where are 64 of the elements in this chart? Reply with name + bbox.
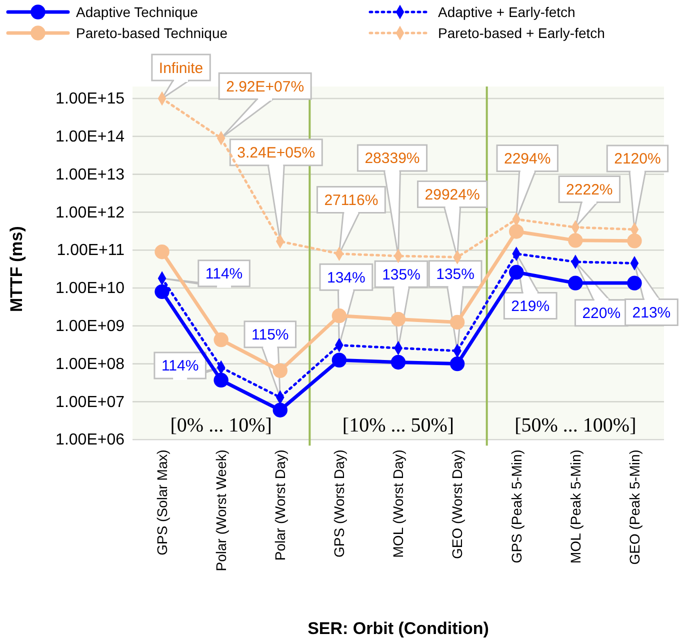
x-tick-label: GEO (Peak 5-Min) <box>626 450 642 565</box>
y-axis-title: MTTF (ms) <box>7 226 26 312</box>
band-label: [10% ... 50%] <box>342 414 454 437</box>
annotation: 2222% <box>566 182 613 199</box>
point <box>450 356 465 372</box>
annotation: 27116% <box>324 192 378 210</box>
point <box>272 402 288 418</box>
y-tick-label: 1.00E+11 <box>56 242 125 260</box>
y-tick-label: 1.00E+13 <box>56 166 125 184</box>
point <box>332 352 347 368</box>
annotation: 3.24E+05% <box>237 144 316 162</box>
y-tick-label: 1.00E+14 <box>56 128 125 146</box>
point <box>154 244 170 260</box>
annotation: 2294% <box>504 150 551 168</box>
point <box>272 363 288 378</box>
x-tick-label: MOL (Worst Day) <box>390 450 406 558</box>
annotation: Infinite <box>158 60 204 77</box>
y-tick-label: 1.00E+15 <box>56 90 125 108</box>
y-tick-label: 1.00E+07 <box>56 394 125 411</box>
legend-label: Adaptive Technique <box>76 4 198 20</box>
point <box>509 224 524 239</box>
y-tick-label: 1.00E+06 <box>56 432 125 449</box>
point <box>627 276 642 290</box>
legend-label: Adaptive + Early-fetch <box>438 4 576 20</box>
annotation: 219% <box>511 298 550 316</box>
y-tick-label: 1.00E+09 <box>56 318 125 336</box>
band-label: [0% ... 10%] <box>170 414 272 437</box>
annotation: 29924% <box>424 186 480 204</box>
point <box>214 372 228 388</box>
x-tick-label: GPS (Solar Max) <box>154 450 170 556</box>
annotation: 115% <box>252 326 289 344</box>
annotation: 2.92E+07% <box>226 78 304 96</box>
annotation: 213% <box>632 304 671 322</box>
y-tick-label: 1.00E+10 <box>56 280 125 298</box>
annotation: 114% <box>161 358 199 375</box>
legend-label: Pareto-based + Early-fetch <box>438 24 605 41</box>
x-tick-label: Polar (Worst Day) <box>272 450 288 561</box>
annotation: 114% <box>205 266 243 283</box>
y-tick-label: 1.00E+08 <box>56 356 125 373</box>
point <box>450 314 465 330</box>
point <box>154 284 170 300</box>
x-tick-label: GPS (Worst Day) <box>331 450 348 558</box>
x-tick-label: GPS (Peak 5-Min) <box>508 450 524 564</box>
legend-label: Pareto-based Technique <box>76 24 228 41</box>
point <box>390 354 406 370</box>
annotation: 135% <box>436 266 474 284</box>
annotation: 135% <box>382 266 420 284</box>
x-tick-label: Polar (Worst Week) <box>212 450 229 572</box>
point <box>214 332 228 348</box>
point <box>627 234 642 248</box>
annotation: 134% <box>327 269 366 286</box>
point <box>390 312 406 327</box>
annotation: 28339% <box>364 150 420 168</box>
point <box>568 233 583 248</box>
annotation: 220% <box>582 305 621 322</box>
point <box>568 276 583 290</box>
x-tick-label: MOL (Peak 5-Min) <box>567 450 584 564</box>
x-axis-title: SER: Orbit (Condition) <box>308 619 489 638</box>
y-tick-label: 1.00E+12 <box>56 204 125 222</box>
point <box>332 308 347 324</box>
x-tick-label: GEO (Worst Day) <box>449 450 466 560</box>
annotation: 2120% <box>614 150 661 168</box>
band-label: [50% ... 100%] <box>514 414 636 437</box>
point <box>509 264 524 280</box>
